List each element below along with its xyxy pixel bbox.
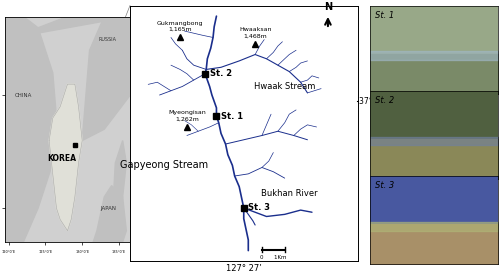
Text: RUSSIA: RUSSIA xyxy=(99,37,117,42)
Text: KOREA: KOREA xyxy=(47,154,76,163)
Text: St. 3: St. 3 xyxy=(375,181,394,190)
Polygon shape xyxy=(49,84,82,231)
Polygon shape xyxy=(5,16,130,39)
Text: St. 3: St. 3 xyxy=(248,204,270,213)
Polygon shape xyxy=(5,16,57,242)
Polygon shape xyxy=(112,141,126,231)
Polygon shape xyxy=(86,186,126,275)
Text: Gapyeong Stream: Gapyeong Stream xyxy=(120,160,208,170)
Text: Hwaaksan
1,468m: Hwaaksan 1,468m xyxy=(239,27,272,38)
Polygon shape xyxy=(82,16,130,141)
Text: JAPAN: JAPAN xyxy=(100,206,116,211)
Text: 37° 57’: 37° 57’ xyxy=(358,97,387,106)
Text: St. 2: St. 2 xyxy=(210,69,232,78)
X-axis label: 127° 27’: 127° 27’ xyxy=(226,264,262,273)
Text: Hwaak Stream: Hwaak Stream xyxy=(254,82,316,91)
Text: 0      1Km: 0 1Km xyxy=(260,255,286,260)
Text: Bukhan River: Bukhan River xyxy=(261,189,318,197)
Text: Myeongisan
1,262m: Myeongisan 1,262m xyxy=(168,111,206,122)
Text: CHINA: CHINA xyxy=(14,93,32,98)
Text: N: N xyxy=(324,2,332,12)
Text: St. 1: St. 1 xyxy=(221,112,243,121)
Text: St. 1: St. 1 xyxy=(375,11,394,20)
Text: St. 2: St. 2 xyxy=(375,96,394,105)
Text: Gukmangbong
1,165m: Gukmangbong 1,165m xyxy=(157,21,204,32)
